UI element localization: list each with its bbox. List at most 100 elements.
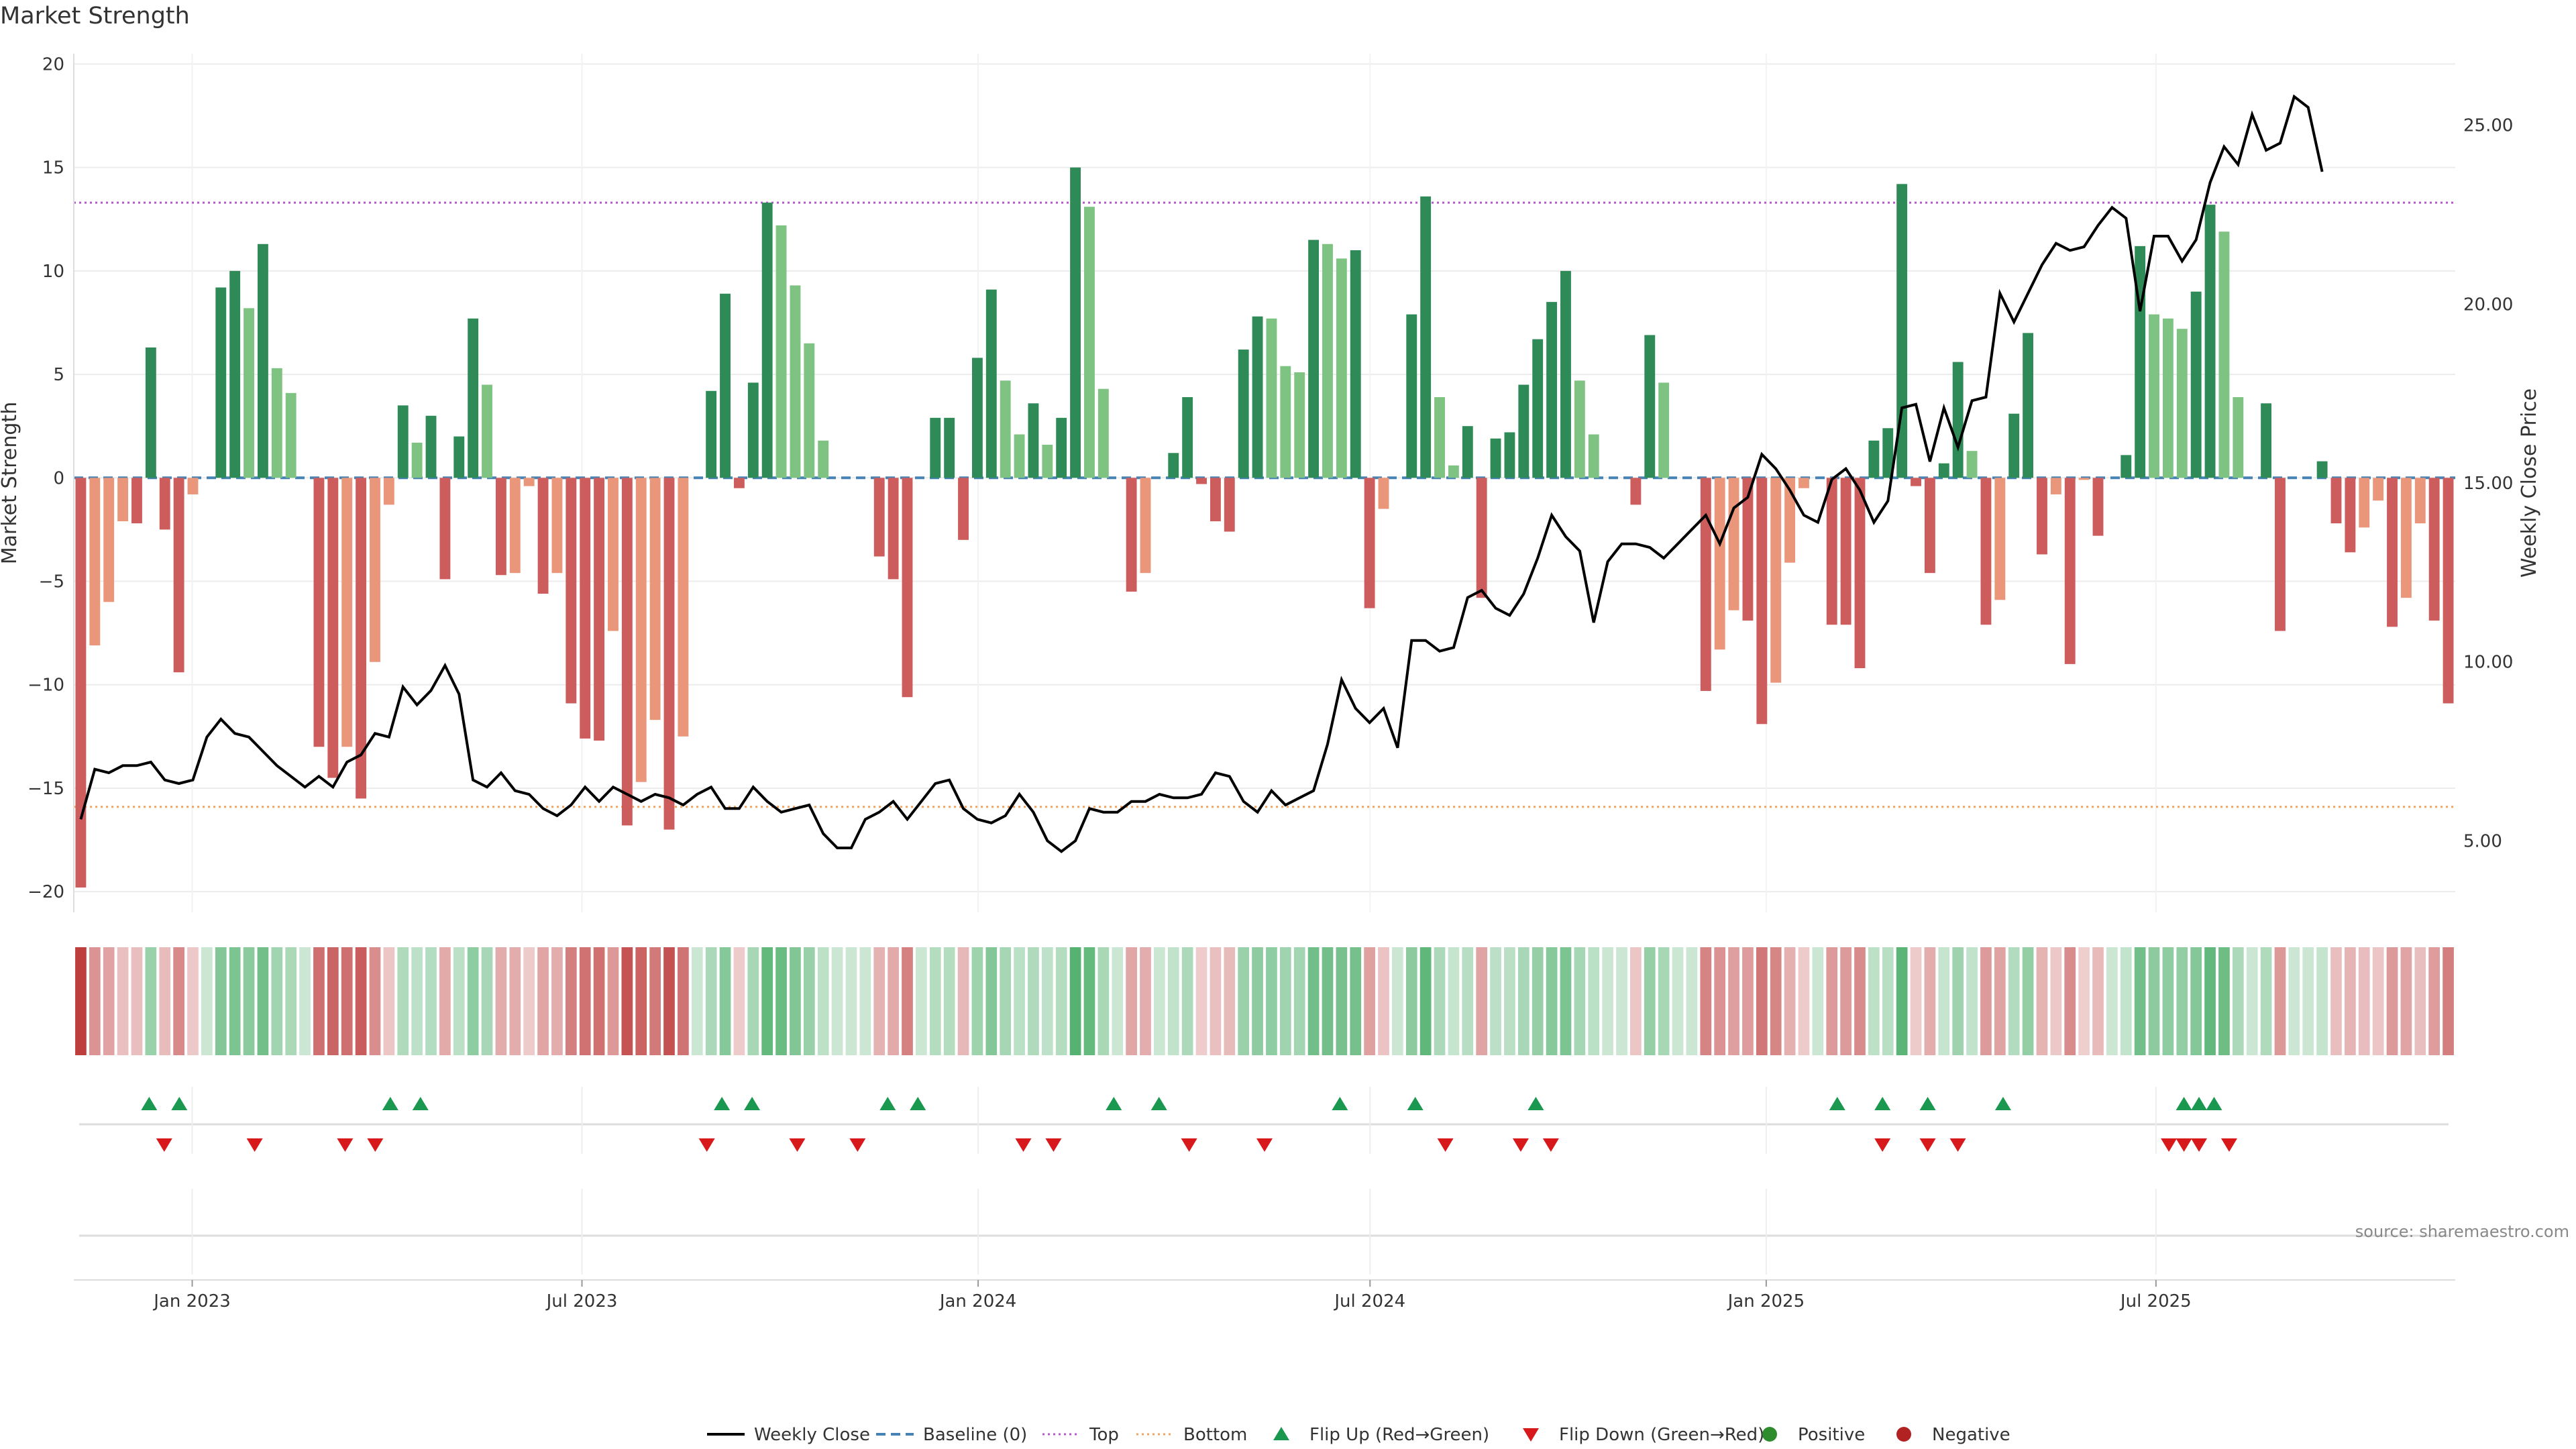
positive-negative-panel [79, 1189, 2449, 1275]
heat-cell [579, 947, 591, 1055]
heat-cell [369, 947, 381, 1055]
strength-bar [2162, 318, 2174, 478]
flip-down-marker [1015, 1138, 1032, 1152]
heat-cell [565, 947, 577, 1055]
strength-bar [2443, 478, 2454, 704]
heat-cell [971, 947, 983, 1055]
heat-cell [173, 947, 184, 1055]
strength-bar [2359, 478, 2370, 528]
heat-cell [159, 947, 171, 1055]
strength-bar [649, 478, 661, 720]
heat-cell [117, 947, 129, 1055]
strength-bar [2190, 291, 2202, 478]
strength-bar [1350, 250, 1361, 478]
flip-up-marker [879, 1097, 896, 1110]
strength-bar [1911, 478, 1921, 486]
strength-bar [1056, 417, 1067, 478]
heat-cell [1742, 947, 1754, 1055]
heat-cell [2330, 947, 2342, 1055]
y-left-tick-label: 20 [42, 54, 64, 74]
flip-up-marker [2206, 1097, 2222, 1110]
strength-bar [1742, 478, 1754, 621]
heat-cell [1560, 947, 1572, 1055]
heat-cell [1784, 947, 1796, 1055]
strength-bar [1799, 478, 1809, 488]
heat-cell [383, 947, 395, 1055]
bars-layer [75, 167, 2454, 888]
legend-label: Bottom [1183, 1425, 1247, 1445]
heat-cell [1854, 947, 1866, 1055]
strength-bar [818, 440, 829, 478]
heat-cell [2260, 947, 2272, 1055]
heat-cell [1924, 947, 1936, 1055]
heat-cell [1097, 947, 1110, 1055]
y-left-tick-label: 15 [42, 158, 64, 178]
flip-up-marker [1407, 1097, 1424, 1110]
strength-bar [2064, 478, 2076, 664]
y-left-tick-label: −5 [39, 572, 64, 592]
flip-up-marker [714, 1097, 731, 1110]
strength-bar [1826, 478, 1837, 625]
heat-cell [201, 947, 213, 1055]
heat-cell [1882, 947, 1894, 1055]
heat-cell [1517, 947, 1529, 1055]
strength-bar [1140, 478, 1151, 574]
strength-bar [958, 478, 969, 540]
heat-cell [523, 947, 535, 1055]
flip-up-marker [412, 1097, 429, 1110]
strength-bar [1644, 335, 1656, 478]
legend-item: Weekly Close [707, 1425, 870, 1445]
heat-cell [859, 947, 871, 1055]
heat-cell [313, 947, 325, 1055]
strength-bar [1896, 184, 1908, 478]
strength-bar [397, 405, 409, 478]
heat-cell [1336, 947, 1348, 1055]
flip-up-marker [2176, 1097, 2192, 1110]
flip-up-marker [382, 1097, 398, 1110]
strength-bar [2330, 478, 2342, 524]
legend-swatch-dot [1762, 1427, 1777, 1442]
legend: Weekly Close Baseline (0) Top Bottom Flip Up… [707, 1425, 2010, 1445]
strength-bar [1238, 350, 1249, 478]
strength-bar [159, 478, 170, 530]
strength-bar [804, 343, 815, 478]
strength-bar [523, 478, 535, 486]
strength-bar [2204, 205, 2216, 478]
flip-up-marker [1106, 1097, 1122, 1110]
heat-cell [1588, 947, 1600, 1055]
heat-cell [271, 947, 283, 1055]
strength-bar [313, 478, 325, 747]
strength-bar [1854, 478, 1866, 669]
strength-bar [1322, 244, 1333, 478]
heat-cell [2064, 947, 2076, 1055]
heat-cell [873, 947, 885, 1055]
heat-cell [1307, 947, 1320, 1055]
heat-cell [1266, 947, 1277, 1055]
heat-cell [355, 947, 367, 1055]
strength-bar [761, 203, 773, 478]
strength-bar [2008, 413, 2020, 478]
flip-down-marker [1045, 1138, 1062, 1152]
heat-cell [1364, 947, 1375, 1055]
strength-bar [1364, 478, 1375, 608]
strength-bar [663, 478, 675, 830]
strength-bar [2037, 478, 2047, 555]
flip-up-marker [171, 1097, 188, 1110]
chart-title: Market Strength [0, 3, 190, 30]
strength-bar [1588, 434, 1599, 478]
flip-down-marker [698, 1138, 715, 1152]
strength-bar [1756, 478, 1768, 724]
flip-down-marker [1542, 1138, 1559, 1152]
legend-item: Baseline (0) [876, 1425, 1027, 1445]
heat-cell [621, 947, 633, 1055]
heat-cell [929, 947, 941, 1055]
strength-bar [482, 384, 492, 478]
heat-cell [1532, 947, 1544, 1055]
heat-cell [2428, 947, 2440, 1055]
heat-cell [985, 947, 998, 1055]
flip-down-marker [246, 1138, 263, 1152]
heat-cell [1644, 947, 1656, 1055]
flip-up-marker [1332, 1097, 1348, 1110]
heat-cell [1952, 947, 1964, 1055]
